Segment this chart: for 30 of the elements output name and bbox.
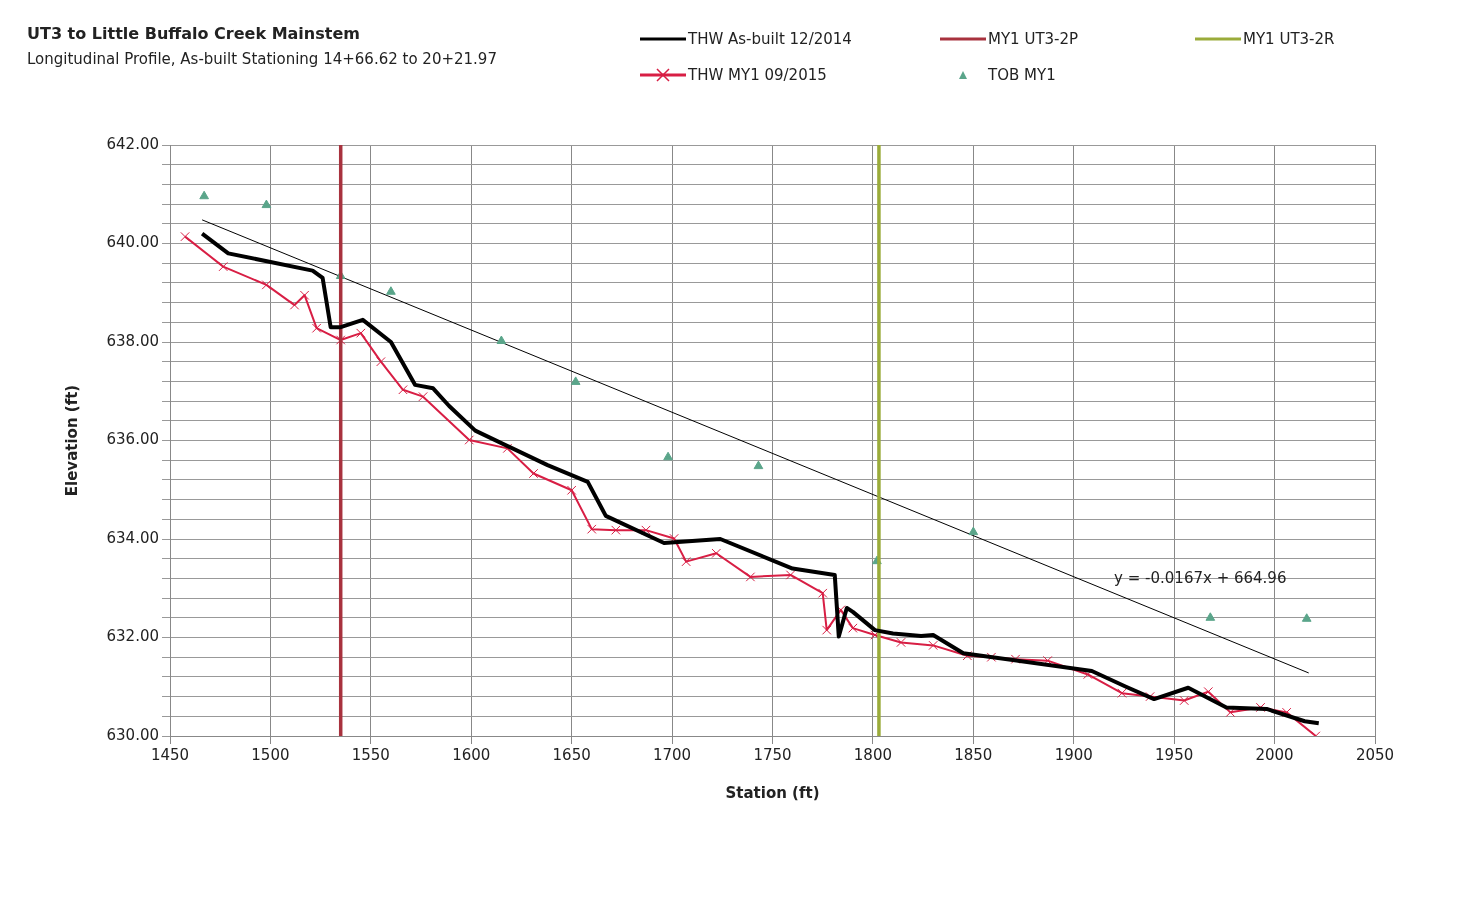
x-tick-label: 1500	[251, 745, 290, 764]
y-tick-label: 632.00	[106, 627, 159, 646]
y-axis-title: Elevation (ft)	[62, 384, 81, 497]
legend-label: THW As-built 12/2014	[688, 30, 852, 48]
x-tick-label: 1900	[1054, 745, 1093, 764]
x-tick-label: 2050	[1355, 745, 1395, 764]
x-tick-label: 1850	[954, 745, 993, 764]
x-tick-label: 1550	[351, 745, 390, 764]
y-tick-label: 642.00	[106, 134, 159, 153]
x-tick-label: 2000	[1255, 745, 1294, 764]
y-tick-label: 630.00	[106, 725, 159, 744]
x-tick-label: 1650	[552, 745, 591, 764]
x-tick-label: 1600	[452, 745, 491, 764]
y-tick-label: 638.00	[106, 331, 159, 350]
x-tick-label: 1950	[1155, 745, 1194, 764]
x-tick-label: 1450	[150, 745, 190, 764]
x-tick-label: 1700	[652, 745, 692, 764]
y-tick-label: 634.00	[106, 528, 159, 547]
legend-label: MY1 UT3-2P	[988, 30, 1079, 48]
annotation: y = -0.0167x + 664.96	[1114, 569, 1287, 588]
x-axis-title: Station (ft)	[725, 783, 820, 802]
chart-subtitle: Longitudinal Profile, As-built Stationing 14+66.62 to 20+21.97	[27, 50, 497, 68]
x-tick-label: 1750	[753, 745, 792, 764]
chart-title: UT3 to Little Buffalo Creek Mainstem	[27, 24, 360, 43]
x-tick-label: 1800	[853, 745, 893, 764]
legend-label: MY1 UT3-2R	[1243, 30, 1335, 48]
y-tick-label: 640.00	[106, 233, 159, 252]
legend-label: THW MY1 09/2015	[688, 66, 827, 84]
y-tick-label: 636.00	[106, 430, 159, 449]
legend-label: TOB MY1	[988, 66, 1056, 84]
